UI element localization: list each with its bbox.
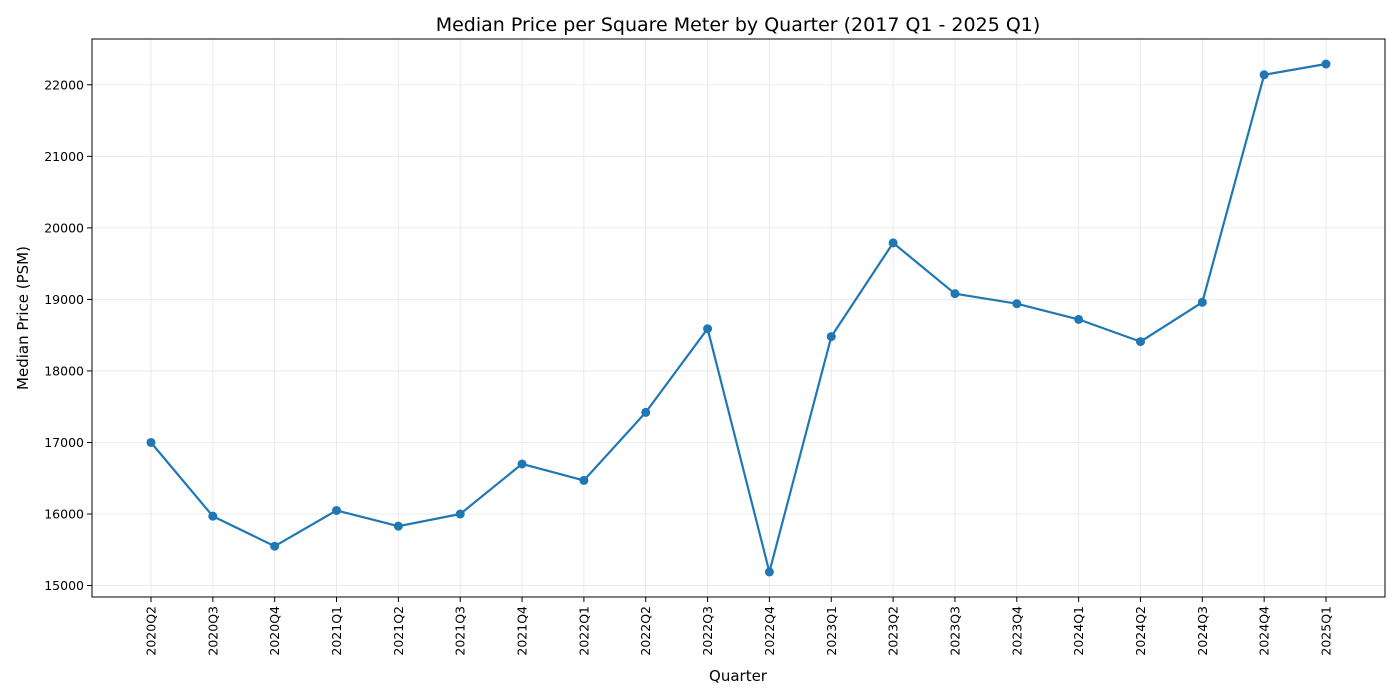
data-point [888, 238, 898, 248]
x-tick-label: 2023Q3 [947, 606, 962, 656]
data-point [1197, 297, 1207, 307]
x-tick-label: 2023Q1 [824, 606, 839, 656]
data-point [950, 289, 960, 299]
plot-frame [91, 38, 1386, 598]
x-tick-label: 2021Q2 [391, 606, 406, 656]
y-tick-label: 22000 [44, 77, 84, 92]
data-point [1135, 337, 1145, 347]
data-point [208, 511, 218, 521]
data-point [1012, 299, 1022, 309]
grid [92, 39, 1385, 597]
x-tick-label: 2020Q2 [144, 606, 159, 656]
x-tick-label: 2021Q4 [515, 606, 530, 656]
x-tick-label: 2022Q1 [576, 606, 591, 656]
y-tick-label: 15000 [44, 578, 84, 593]
x-tick-label: 2022Q3 [700, 606, 715, 656]
data-point [641, 407, 651, 417]
x-tick-label: 2024Q4 [1257, 606, 1272, 656]
data-point [146, 437, 156, 447]
x-tick-label: 2021Q3 [453, 606, 468, 656]
x-tick-label: 2022Q4 [762, 606, 777, 656]
data-point [826, 332, 836, 342]
axes-ticks: 2020Q2 2020Q3 2020Q4 2021Q1 2021Q2 2021Q3 2021… [44, 77, 1333, 655]
y-tick-label: 21000 [44, 149, 84, 164]
series-layer [146, 59, 1331, 577]
x-tick-label: 2024Q1 [1071, 606, 1086, 656]
data-point [1074, 314, 1084, 324]
data-point [517, 459, 527, 469]
x-axis-label: Quarter [709, 667, 768, 685]
series-line [150, 62, 1327, 574]
data-point [270, 541, 280, 551]
x-tick-label: 2020Q4 [267, 606, 282, 656]
y-tick-label: 16000 [44, 507, 84, 522]
x-tick-label: 2023Q2 [886, 606, 901, 656]
y-tick-label: 20000 [44, 220, 84, 235]
y-axis-label: Median Price (PSM) [14, 246, 32, 390]
x-tick-label: 2025Q1 [1319, 606, 1334, 656]
data-point [332, 505, 342, 515]
x-tick-label: 2024Q3 [1195, 606, 1210, 656]
x-tick-label: 2024Q2 [1133, 606, 1148, 656]
data-point [1259, 70, 1269, 80]
x-tick-label: 2020Q3 [205, 606, 220, 656]
data-point [703, 324, 713, 334]
x-tick-label: 2022Q2 [638, 606, 653, 656]
y-tick-label: 17000 [44, 435, 84, 450]
x-tick-label: 2021Q1 [329, 606, 344, 656]
y-tick-label: 18000 [44, 363, 84, 378]
data-point [764, 567, 774, 577]
x-tick-label: 2023Q4 [1009, 606, 1024, 656]
data-point [579, 475, 589, 485]
chart-title: Median Price per Square Meter by Quarter… [436, 14, 1041, 36]
data-point [455, 509, 465, 519]
data-point [1321, 59, 1331, 69]
y-tick-label: 19000 [44, 292, 84, 307]
data-point [393, 521, 403, 531]
